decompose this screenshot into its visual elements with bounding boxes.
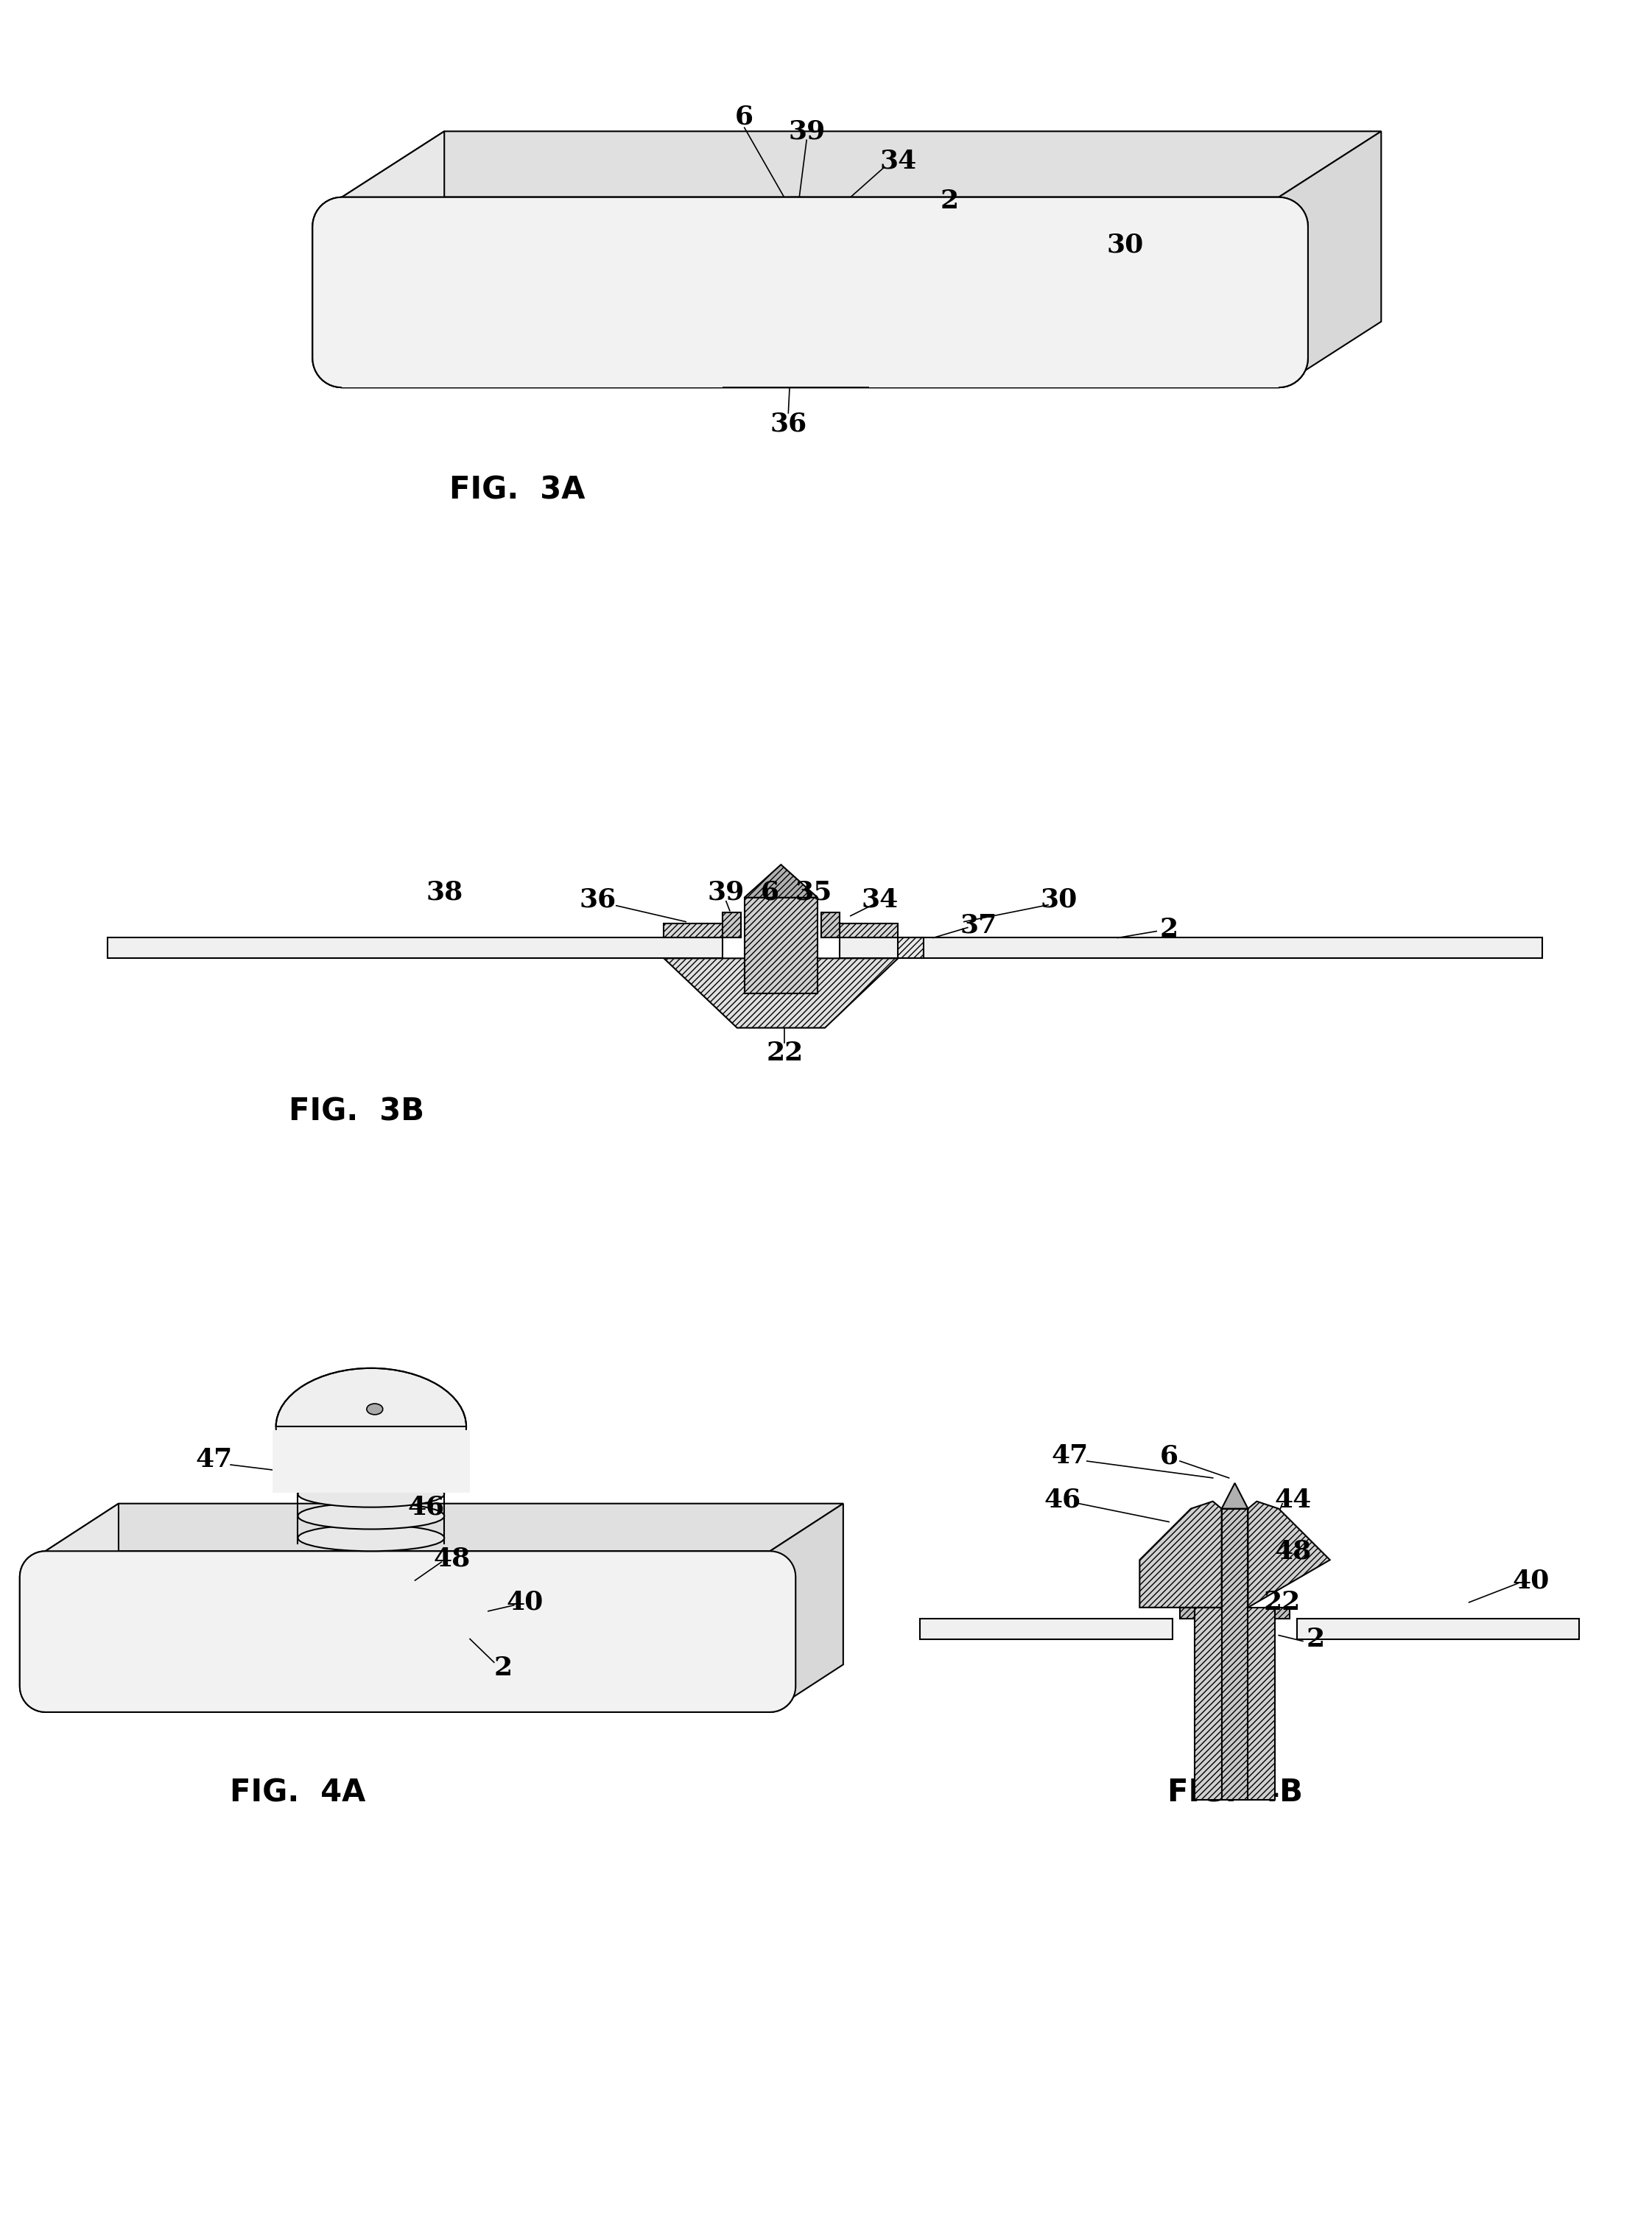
Polygon shape bbox=[920, 1619, 1173, 1639]
Polygon shape bbox=[770, 1503, 843, 1712]
Polygon shape bbox=[1275, 1608, 1290, 1619]
Text: 34: 34 bbox=[861, 887, 899, 912]
Text: 22: 22 bbox=[767, 1041, 803, 1065]
Text: 48: 48 bbox=[1275, 1539, 1312, 1563]
Text: 2: 2 bbox=[940, 189, 958, 214]
Polygon shape bbox=[1180, 1608, 1194, 1619]
Text: FIG.  3A: FIG. 3A bbox=[449, 474, 585, 505]
Polygon shape bbox=[821, 912, 839, 939]
Polygon shape bbox=[839, 939, 1543, 959]
Polygon shape bbox=[312, 198, 1308, 387]
Ellipse shape bbox=[297, 1437, 444, 1463]
Polygon shape bbox=[107, 939, 722, 959]
Text: 35: 35 bbox=[795, 881, 833, 905]
Text: 46: 46 bbox=[1044, 1488, 1082, 1512]
Text: 40: 40 bbox=[506, 1590, 544, 1615]
Text: 39: 39 bbox=[788, 118, 824, 145]
Text: FIG.  4B: FIG. 4B bbox=[1166, 1777, 1302, 1808]
Text: 37: 37 bbox=[960, 912, 998, 939]
Polygon shape bbox=[899, 939, 923, 959]
Polygon shape bbox=[1221, 1508, 1247, 1799]
Text: 47: 47 bbox=[195, 1448, 233, 1472]
Polygon shape bbox=[1247, 1608, 1275, 1799]
Text: 30: 30 bbox=[1107, 231, 1143, 258]
Polygon shape bbox=[312, 198, 1308, 387]
Text: 6: 6 bbox=[1160, 1443, 1178, 1468]
Ellipse shape bbox=[748, 205, 843, 271]
Ellipse shape bbox=[276, 1368, 466, 1486]
Polygon shape bbox=[664, 923, 740, 939]
Polygon shape bbox=[1194, 1608, 1221, 1799]
Polygon shape bbox=[664, 959, 899, 1027]
Text: 48: 48 bbox=[433, 1546, 471, 1570]
Ellipse shape bbox=[712, 198, 881, 314]
Polygon shape bbox=[745, 898, 818, 994]
Polygon shape bbox=[273, 1430, 469, 1492]
Text: 44: 44 bbox=[1275, 1488, 1312, 1512]
Polygon shape bbox=[342, 131, 1381, 198]
Polygon shape bbox=[1279, 131, 1381, 387]
Text: 6: 6 bbox=[735, 105, 753, 129]
Polygon shape bbox=[722, 912, 740, 939]
Text: 2: 2 bbox=[1160, 916, 1178, 941]
Ellipse shape bbox=[297, 1526, 444, 1550]
Ellipse shape bbox=[367, 1403, 383, 1414]
Text: FIG.  4A: FIG. 4A bbox=[230, 1777, 365, 1808]
Text: 34: 34 bbox=[879, 149, 917, 173]
Ellipse shape bbox=[781, 216, 809, 236]
Ellipse shape bbox=[767, 209, 824, 251]
Text: 40: 40 bbox=[1513, 1568, 1550, 1592]
Text: 38: 38 bbox=[454, 356, 492, 383]
Ellipse shape bbox=[790, 218, 805, 229]
Text: 39: 39 bbox=[707, 881, 745, 905]
Polygon shape bbox=[1140, 1501, 1221, 1608]
Polygon shape bbox=[821, 923, 899, 939]
Text: 2: 2 bbox=[494, 1655, 512, 1681]
Text: 44: 44 bbox=[273, 1459, 309, 1483]
Polygon shape bbox=[1297, 1619, 1579, 1639]
Polygon shape bbox=[20, 1550, 796, 1712]
Ellipse shape bbox=[297, 1481, 444, 1508]
Text: 6: 6 bbox=[762, 881, 780, 905]
Polygon shape bbox=[45, 1503, 843, 1550]
Polygon shape bbox=[20, 1550, 796, 1712]
Text: 2: 2 bbox=[1307, 1626, 1325, 1652]
Text: 22: 22 bbox=[1264, 1590, 1300, 1615]
Polygon shape bbox=[869, 265, 1279, 387]
Text: 36: 36 bbox=[770, 411, 806, 436]
Polygon shape bbox=[342, 131, 444, 387]
Polygon shape bbox=[45, 1503, 119, 1712]
Text: 47: 47 bbox=[1052, 1443, 1089, 1468]
Text: 30: 30 bbox=[1041, 887, 1077, 912]
Polygon shape bbox=[745, 865, 818, 898]
Polygon shape bbox=[312, 198, 1308, 387]
Text: FIG.  3B: FIG. 3B bbox=[289, 1096, 425, 1128]
Text: 36: 36 bbox=[580, 887, 616, 912]
Text: 46: 46 bbox=[408, 1495, 444, 1519]
Ellipse shape bbox=[727, 200, 866, 296]
Polygon shape bbox=[1247, 1501, 1330, 1608]
Polygon shape bbox=[342, 265, 722, 387]
Ellipse shape bbox=[297, 1503, 444, 1530]
Polygon shape bbox=[1221, 1483, 1247, 1508]
Text: 38: 38 bbox=[426, 881, 463, 905]
Ellipse shape bbox=[297, 1459, 444, 1486]
